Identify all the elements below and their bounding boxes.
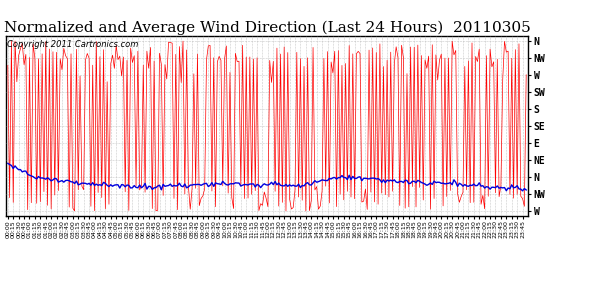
Title: Normalized and Average Wind Direction (Last 24 Hours)  20110305: Normalized and Average Wind Direction (L…: [4, 20, 530, 35]
Text: Copyright 2011 Cartronics.com: Copyright 2011 Cartronics.com: [7, 40, 139, 49]
